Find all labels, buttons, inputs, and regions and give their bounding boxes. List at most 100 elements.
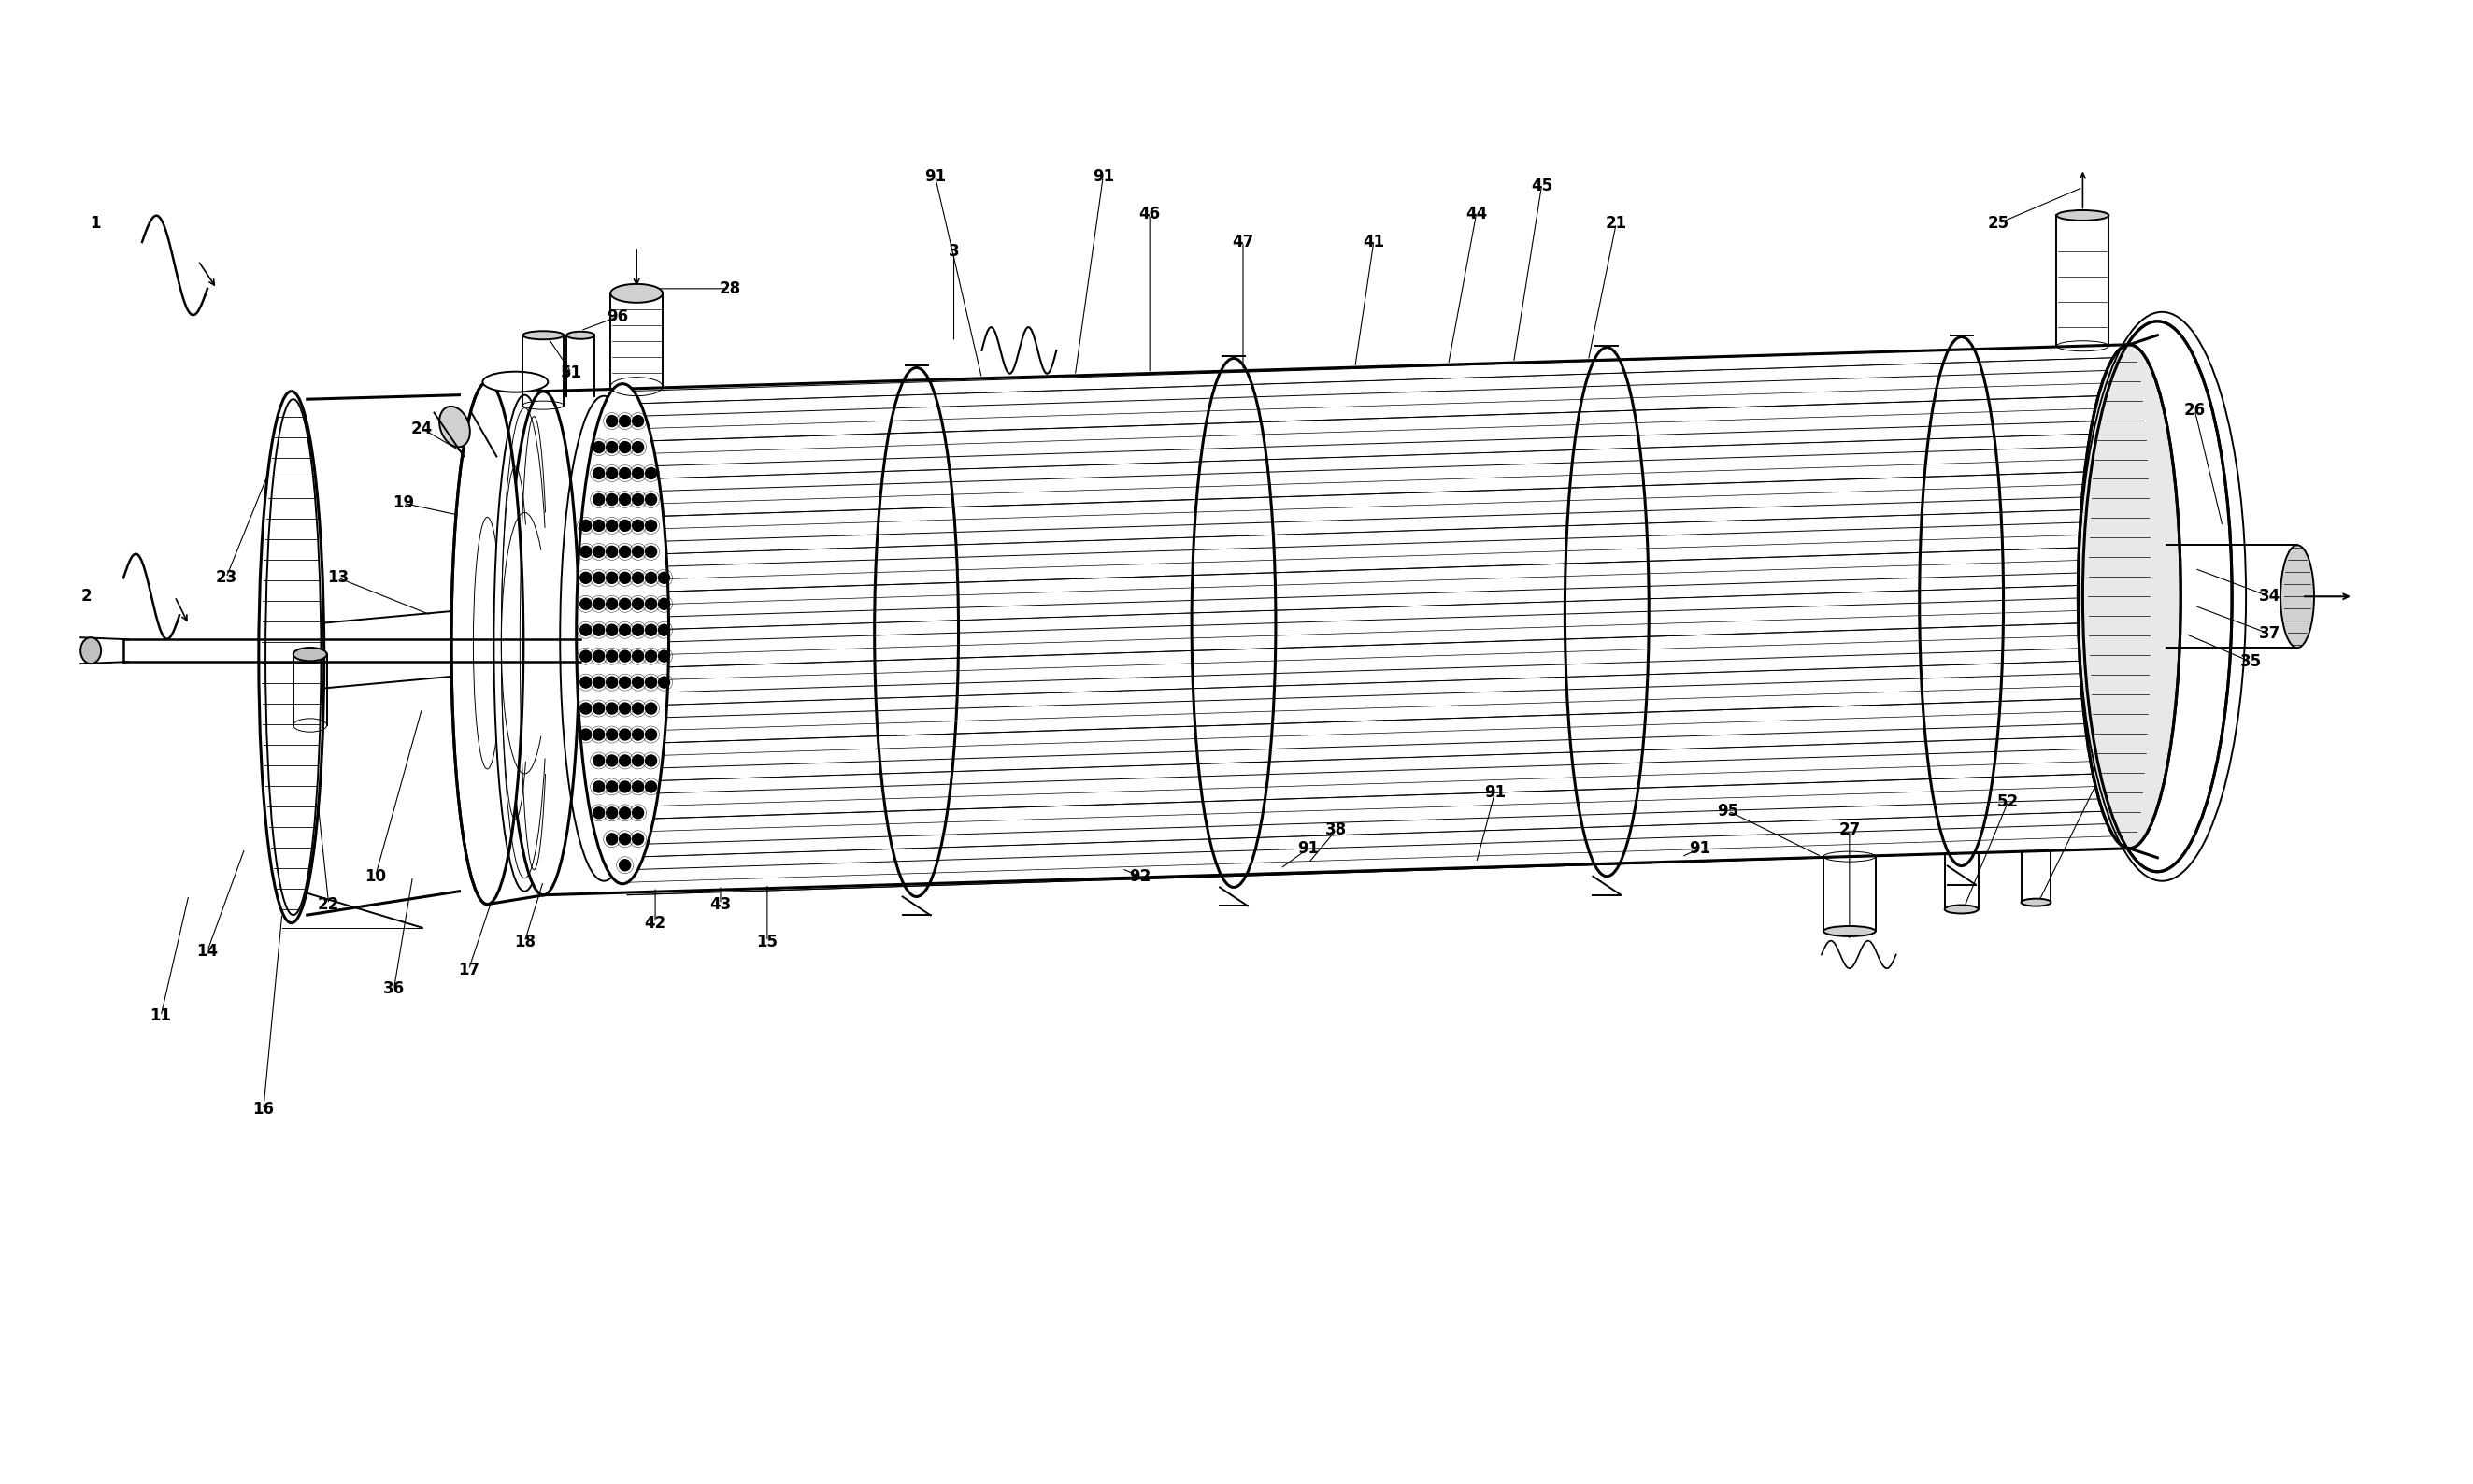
Circle shape bbox=[606, 834, 618, 844]
Circle shape bbox=[606, 573, 618, 583]
Circle shape bbox=[633, 519, 643, 531]
Circle shape bbox=[645, 625, 658, 635]
Circle shape bbox=[658, 573, 670, 583]
Circle shape bbox=[645, 703, 658, 714]
Circle shape bbox=[618, 519, 631, 531]
Text: 44: 44 bbox=[1466, 206, 1486, 223]
Text: 52: 52 bbox=[1998, 794, 2018, 810]
Circle shape bbox=[633, 703, 643, 714]
Text: 38: 38 bbox=[1326, 821, 1348, 838]
Circle shape bbox=[594, 598, 603, 610]
Text: 42: 42 bbox=[645, 914, 665, 932]
Text: 43: 43 bbox=[710, 896, 732, 913]
Circle shape bbox=[645, 546, 658, 558]
Circle shape bbox=[645, 677, 658, 689]
Ellipse shape bbox=[611, 283, 663, 303]
Circle shape bbox=[633, 834, 643, 844]
Ellipse shape bbox=[2280, 545, 2315, 649]
Circle shape bbox=[633, 807, 643, 819]
Text: 51: 51 bbox=[2090, 766, 2112, 782]
Circle shape bbox=[618, 755, 631, 766]
Text: 27: 27 bbox=[1837, 821, 1860, 838]
Text: 3: 3 bbox=[947, 243, 960, 260]
Text: 91: 91 bbox=[1484, 784, 1506, 801]
Text: 91: 91 bbox=[1298, 840, 1318, 856]
Circle shape bbox=[606, 781, 618, 792]
Text: 16: 16 bbox=[252, 1101, 275, 1117]
Text: 2: 2 bbox=[82, 588, 92, 605]
Circle shape bbox=[633, 598, 643, 610]
Text: 96: 96 bbox=[608, 309, 628, 325]
Circle shape bbox=[618, 494, 631, 505]
Text: 47: 47 bbox=[1232, 233, 1254, 251]
Ellipse shape bbox=[482, 371, 549, 392]
Circle shape bbox=[594, 519, 603, 531]
Circle shape bbox=[606, 755, 618, 766]
Text: 24: 24 bbox=[411, 420, 433, 436]
Text: 34: 34 bbox=[2258, 588, 2280, 605]
Ellipse shape bbox=[1823, 926, 1875, 936]
Text: 10: 10 bbox=[364, 868, 386, 884]
Circle shape bbox=[618, 573, 631, 583]
Circle shape bbox=[581, 625, 591, 635]
Circle shape bbox=[633, 416, 643, 427]
Text: 1: 1 bbox=[89, 215, 101, 232]
Ellipse shape bbox=[260, 392, 324, 923]
Ellipse shape bbox=[2082, 321, 2233, 871]
Circle shape bbox=[633, 729, 643, 741]
Circle shape bbox=[658, 598, 670, 610]
Circle shape bbox=[633, 650, 643, 662]
Circle shape bbox=[645, 519, 658, 531]
Circle shape bbox=[594, 807, 603, 819]
Ellipse shape bbox=[1944, 905, 1978, 914]
Circle shape bbox=[618, 442, 631, 453]
Circle shape bbox=[618, 859, 631, 871]
Circle shape bbox=[594, 573, 603, 583]
Circle shape bbox=[633, 467, 643, 479]
Text: 17: 17 bbox=[458, 962, 480, 978]
Circle shape bbox=[618, 834, 631, 844]
Text: 28: 28 bbox=[720, 280, 742, 297]
Text: 36: 36 bbox=[383, 979, 406, 997]
Text: 18: 18 bbox=[514, 933, 534, 950]
Text: 13: 13 bbox=[326, 570, 349, 586]
Circle shape bbox=[618, 416, 631, 427]
Ellipse shape bbox=[2058, 211, 2109, 221]
Circle shape bbox=[594, 729, 603, 741]
Ellipse shape bbox=[576, 384, 668, 884]
Ellipse shape bbox=[566, 331, 594, 338]
Circle shape bbox=[594, 650, 603, 662]
Circle shape bbox=[633, 625, 643, 635]
Circle shape bbox=[594, 625, 603, 635]
Text: 25: 25 bbox=[1988, 215, 2011, 232]
Text: 15: 15 bbox=[757, 933, 779, 950]
Circle shape bbox=[618, 781, 631, 792]
Text: 51: 51 bbox=[561, 364, 581, 381]
Text: 35: 35 bbox=[2241, 653, 2260, 671]
Circle shape bbox=[645, 467, 658, 479]
Circle shape bbox=[594, 442, 603, 453]
Circle shape bbox=[633, 781, 643, 792]
Circle shape bbox=[658, 625, 670, 635]
Circle shape bbox=[618, 467, 631, 479]
Circle shape bbox=[594, 494, 603, 505]
Circle shape bbox=[633, 442, 643, 453]
Text: 21: 21 bbox=[1605, 215, 1627, 232]
Ellipse shape bbox=[453, 381, 524, 904]
Circle shape bbox=[645, 650, 658, 662]
Text: 22: 22 bbox=[319, 896, 339, 913]
Text: 46: 46 bbox=[1140, 206, 1160, 223]
Circle shape bbox=[645, 573, 658, 583]
Text: 91: 91 bbox=[925, 168, 947, 186]
Text: 45: 45 bbox=[1531, 178, 1553, 194]
Circle shape bbox=[618, 677, 631, 689]
Circle shape bbox=[606, 729, 618, 741]
Circle shape bbox=[581, 650, 591, 662]
Text: 37: 37 bbox=[2258, 625, 2280, 643]
Circle shape bbox=[594, 546, 603, 558]
Text: 26: 26 bbox=[2184, 402, 2206, 418]
Circle shape bbox=[645, 755, 658, 766]
Ellipse shape bbox=[440, 407, 470, 447]
Circle shape bbox=[594, 703, 603, 714]
Circle shape bbox=[658, 677, 670, 689]
